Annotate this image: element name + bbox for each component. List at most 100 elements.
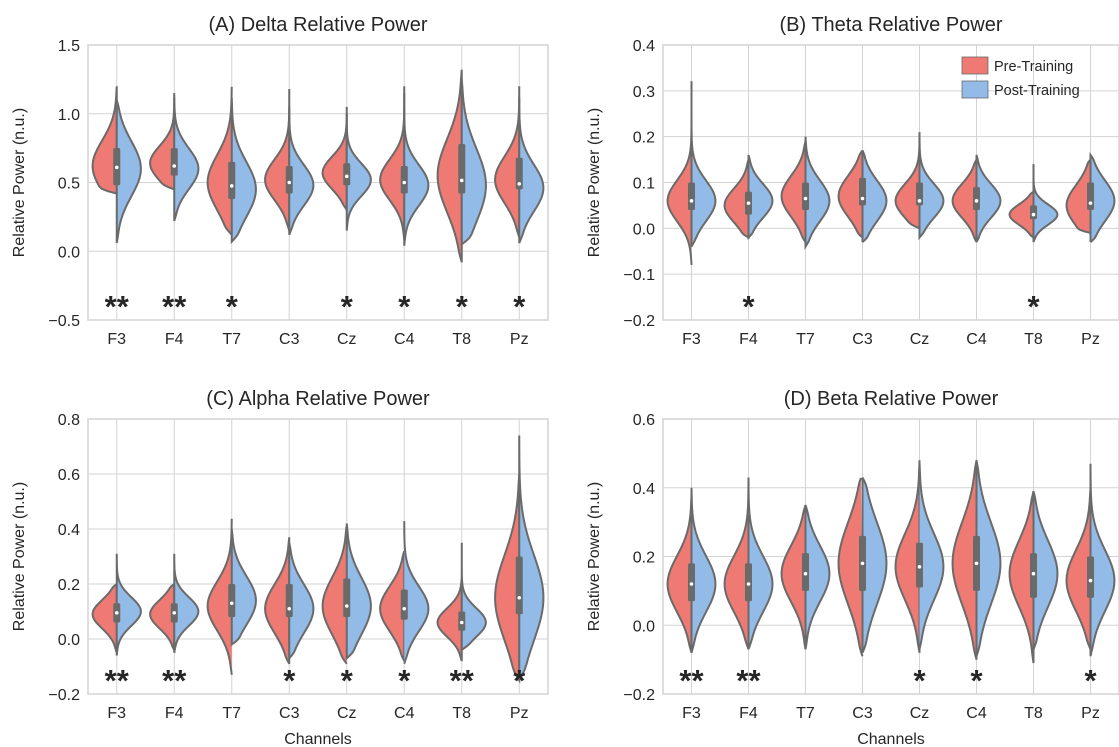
x-tick-label: F4 — [165, 331, 184, 348]
y-tick-label: 0.0 — [633, 618, 655, 635]
violin-pre-training — [1008, 190, 1035, 240]
violin-post-training — [918, 136, 945, 241]
violin-post-training — [975, 460, 1002, 657]
violin-post-training — [460, 79, 487, 247]
violin-pre-training — [780, 504, 807, 650]
iqr-box — [343, 163, 351, 186]
chart-title: (D) Beta Relative Power — [784, 388, 999, 410]
y-axis-label: Relative Power (n.u.) — [586, 482, 603, 631]
legend-swatch-pre — [961, 56, 989, 75]
y-tick-label: 0.6 — [633, 412, 655, 429]
median-marker — [229, 601, 234, 606]
y-tick-label: 1.0 — [58, 107, 80, 124]
median-marker — [344, 604, 349, 608]
iqr-box — [515, 157, 523, 190]
iqr-box — [458, 144, 466, 194]
violin-post-training — [1089, 463, 1116, 657]
iqr-box — [1087, 556, 1094, 598]
violin-post-training — [403, 521, 430, 665]
plot-frame — [662, 44, 1119, 321]
significance-marker: * — [970, 663, 983, 698]
violin-pre-training — [149, 93, 176, 191]
violin-pre-training — [951, 159, 978, 243]
y-tick-label: 0.2 — [58, 577, 80, 594]
x-tick-label: F4 — [739, 331, 758, 348]
median-marker — [860, 561, 865, 566]
violin-pre-training — [837, 477, 864, 657]
median-marker — [402, 180, 407, 185]
significance-marker: * — [456, 289, 469, 324]
median-marker — [1088, 578, 1093, 583]
significance-marker: * — [513, 663, 526, 698]
chart-title: (A) Delta Relative Power — [209, 14, 428, 36]
significance-marker: * — [341, 663, 354, 698]
iqr-box — [343, 578, 351, 617]
x-tick-label: F3 — [107, 705, 126, 722]
iqr-box — [973, 187, 980, 210]
iqr-box — [400, 589, 408, 620]
violin-pre-training — [894, 132, 921, 230]
violin-pre-training — [894, 460, 921, 653]
y-tick-label: −0.2 — [623, 313, 655, 330]
violin-pre-training — [494, 86, 521, 238]
median-marker — [229, 184, 234, 188]
x-tick-label: F3 — [107, 331, 126, 348]
chart-panel-1: −0.50.00.51.01.5** ** * * * * *F3 F4 T7 C3 Cz C4 T8 P… — [11, 14, 549, 348]
legend-label-pre: Pre-Training — [994, 59, 1073, 75]
median-marker — [1031, 571, 1036, 576]
violin-post-training — [518, 435, 545, 681]
violin-pre-training — [666, 81, 693, 266]
significance-marker: * — [283, 663, 296, 698]
median-marker — [974, 199, 979, 203]
violin-post-training — [861, 150, 888, 243]
violin-post-training — [747, 154, 774, 240]
violin-post-training — [690, 109, 717, 248]
violin-pre-training — [666, 494, 693, 654]
x-tick-label: F4 — [739, 705, 758, 722]
violin-post-training — [403, 93, 430, 246]
violin-post-training — [288, 542, 315, 661]
y-axis-label: Relative Power (n.u.) — [586, 108, 603, 257]
y-tick-label: 0.0 — [633, 221, 655, 238]
chart-title: (C) Alpha Relative Power — [206, 388, 430, 410]
x-tick-label: F4 — [165, 705, 184, 722]
significance-marker: * — [398, 289, 411, 324]
violin-pre-training — [837, 149, 864, 240]
chart-panel-2: −0.2 −0.1 0.0 0.1 0.2 0.3 0.4 * * F3 F4 T7 C3 Cz C4 T8 P… — [586, 14, 1119, 348]
median-marker — [860, 196, 865, 201]
x-tick-label: Cz — [910, 331, 930, 348]
significance-marker: * — [742, 289, 755, 324]
y-tick-label: −0.1 — [623, 267, 655, 284]
violin-post-training — [230, 97, 257, 245]
x-tick-label: T7 — [222, 705, 241, 722]
iqr-box — [400, 166, 408, 194]
median-marker — [1031, 212, 1036, 217]
x-tick-label: Pz — [510, 331, 529, 348]
violin-pre-training — [149, 581, 176, 654]
x-tick-label: C3 — [852, 705, 873, 722]
violin-post-training — [173, 553, 200, 653]
median-marker — [287, 180, 292, 185]
violin-pre-training — [91, 86, 118, 195]
x-tick-label: F3 — [682, 331, 701, 348]
significance-marker: ** — [105, 289, 130, 324]
legend: Pre-Training Post-Training — [961, 56, 1080, 99]
x-tick-label: T8 — [452, 705, 471, 722]
plot-frame — [87, 44, 549, 321]
iqr-box — [170, 148, 178, 176]
violin-post-training — [918, 464, 945, 650]
violin-post-training — [345, 113, 372, 231]
y-axis-label: Relative Power (n.u.) — [11, 482, 28, 631]
violin-pre-training — [723, 159, 750, 240]
x-tick-label: T7 — [796, 705, 815, 722]
x-tick-label: T8 — [1024, 331, 1043, 348]
median-marker — [172, 164, 177, 168]
x-tick-label: T7 — [222, 331, 241, 348]
median-marker — [689, 582, 694, 586]
significance-marker: ** — [162, 663, 187, 698]
plot-frame — [662, 418, 1119, 695]
violin-post-training — [1089, 152, 1116, 243]
significance-marker: * — [1027, 289, 1040, 324]
y-tick-label: 0.2 — [633, 550, 655, 567]
